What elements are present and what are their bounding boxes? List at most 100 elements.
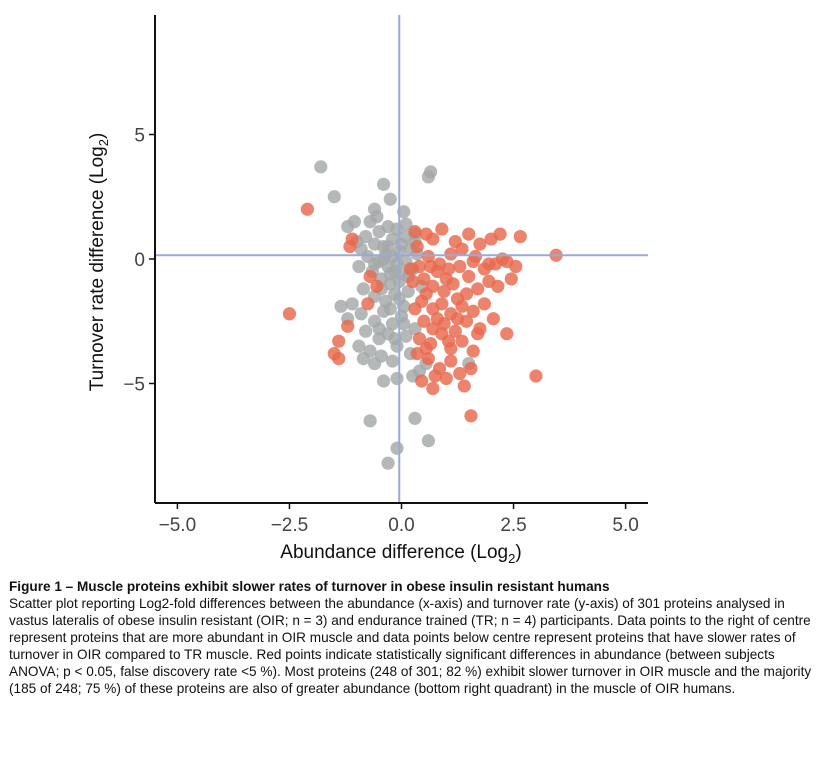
non-significant-point xyxy=(397,205,411,219)
significant-point xyxy=(513,229,527,244)
x-axis-title: Abundance difference (Log2) xyxy=(280,542,521,566)
significant-point xyxy=(491,279,505,293)
x-axis-title-main: Abundance difference (Log xyxy=(280,542,508,563)
non-significant-point xyxy=(370,210,384,224)
non-significant-point xyxy=(354,307,368,321)
significant-points xyxy=(282,202,563,423)
significant-point xyxy=(471,282,485,296)
significant-point xyxy=(370,279,384,293)
significant-point xyxy=(441,262,456,276)
significant-point xyxy=(509,259,523,274)
non-significant-point xyxy=(399,217,413,231)
non-significant-point xyxy=(383,192,397,206)
y-tick-label: 5 xyxy=(134,126,145,147)
non-significant-point xyxy=(341,220,355,234)
caption-title: Figure 1 – Muscle proteins exhibit slowe… xyxy=(9,579,610,594)
significant-point xyxy=(361,297,375,311)
non-significant-point xyxy=(363,414,377,428)
figure-caption: Figure 1 – Muscle proteins exhibit slowe… xyxy=(9,578,814,697)
y-axis-title-end: ) xyxy=(87,133,108,139)
significant-point xyxy=(417,272,431,286)
significant-point xyxy=(437,284,451,298)
significant-point xyxy=(332,334,346,348)
significant-point xyxy=(529,369,543,383)
non-significant-point xyxy=(356,282,371,296)
non-significant-point xyxy=(376,374,391,388)
scatter-plot: −5.0 −2.5 0.0 2.5 5.0 −5 0 5 Abundance differe… xyxy=(87,15,648,566)
significant-point xyxy=(428,369,442,383)
significant-point xyxy=(450,292,465,306)
y-axis-title-main: Turnover rate difference (Log xyxy=(87,146,108,391)
significant-point xyxy=(419,287,433,301)
significant-point xyxy=(406,274,420,289)
significant-point xyxy=(504,272,518,286)
significant-point xyxy=(455,334,469,348)
non-significant-point xyxy=(383,302,397,316)
x-axis-title-subscript: 2 xyxy=(508,551,515,566)
y-axis-ticks: −5 0 5 xyxy=(123,126,155,395)
significant-point xyxy=(444,354,458,368)
significant-point xyxy=(439,272,453,286)
x-tick-label: −2.5 xyxy=(271,515,309,536)
significant-point xyxy=(426,381,440,396)
significant-point xyxy=(477,297,492,311)
non-significant-point xyxy=(385,317,400,331)
x-axis-ticks: −5.0 −2.5 0.0 2.5 5.0 xyxy=(159,503,639,536)
significant-point xyxy=(441,334,456,348)
non-significant-point xyxy=(334,299,348,313)
significant-point xyxy=(343,239,357,254)
non-significant-point xyxy=(372,322,386,336)
non-significant-point xyxy=(314,160,328,174)
significant-point xyxy=(435,297,449,311)
non-significant-point xyxy=(424,165,438,179)
significant-point xyxy=(462,269,476,284)
significant-point xyxy=(466,304,480,318)
significant-point xyxy=(457,379,471,393)
non-significant-point xyxy=(356,351,371,366)
non-significant-point xyxy=(352,339,366,353)
y-axis-title-subscript: 2 xyxy=(96,139,111,146)
non-significant-point xyxy=(359,324,373,338)
non-significant-point xyxy=(345,297,359,311)
non-significant-point xyxy=(385,354,400,368)
x-tick-label: −5.0 xyxy=(159,515,197,536)
y-tick-label: 0 xyxy=(134,250,145,271)
significant-point xyxy=(439,371,453,386)
significant-point xyxy=(464,409,478,423)
significant-point xyxy=(415,374,429,388)
significant-point xyxy=(473,237,487,251)
significant-point xyxy=(408,225,422,239)
non-significant-point xyxy=(399,329,413,343)
non-significant-point xyxy=(421,434,435,448)
significant-point xyxy=(453,366,467,381)
significant-point xyxy=(403,262,418,276)
significant-point xyxy=(300,202,314,216)
non-significant-point xyxy=(383,267,397,281)
significant-point xyxy=(410,239,424,254)
significant-point xyxy=(282,307,297,321)
significant-point xyxy=(363,269,377,284)
non-significant-point xyxy=(368,356,382,371)
x-tick-label: 2.5 xyxy=(500,515,526,536)
significant-point xyxy=(453,259,467,274)
significant-point xyxy=(448,324,462,338)
significant-point xyxy=(421,351,435,366)
significant-point xyxy=(450,312,465,326)
y-axis-title: Turnover rate difference (Log2) xyxy=(87,133,111,392)
non-significant-point xyxy=(401,284,415,298)
significant-point xyxy=(412,332,427,346)
significant-point xyxy=(332,351,346,366)
significant-point xyxy=(466,254,480,269)
y-tick-label: −5 xyxy=(123,374,145,395)
significant-point xyxy=(435,222,449,236)
significant-point xyxy=(424,259,438,274)
significant-point xyxy=(500,327,514,341)
x-tick-label: 5.0 xyxy=(612,515,638,536)
caption-text: Scatter plot reporting Log2-fold differe… xyxy=(9,596,812,696)
non-significant-point xyxy=(376,177,391,191)
significant-point xyxy=(462,227,476,241)
non-significant-point xyxy=(390,441,404,455)
significant-point xyxy=(426,232,440,246)
significant-point xyxy=(464,361,478,376)
non-significant-point xyxy=(352,259,366,274)
